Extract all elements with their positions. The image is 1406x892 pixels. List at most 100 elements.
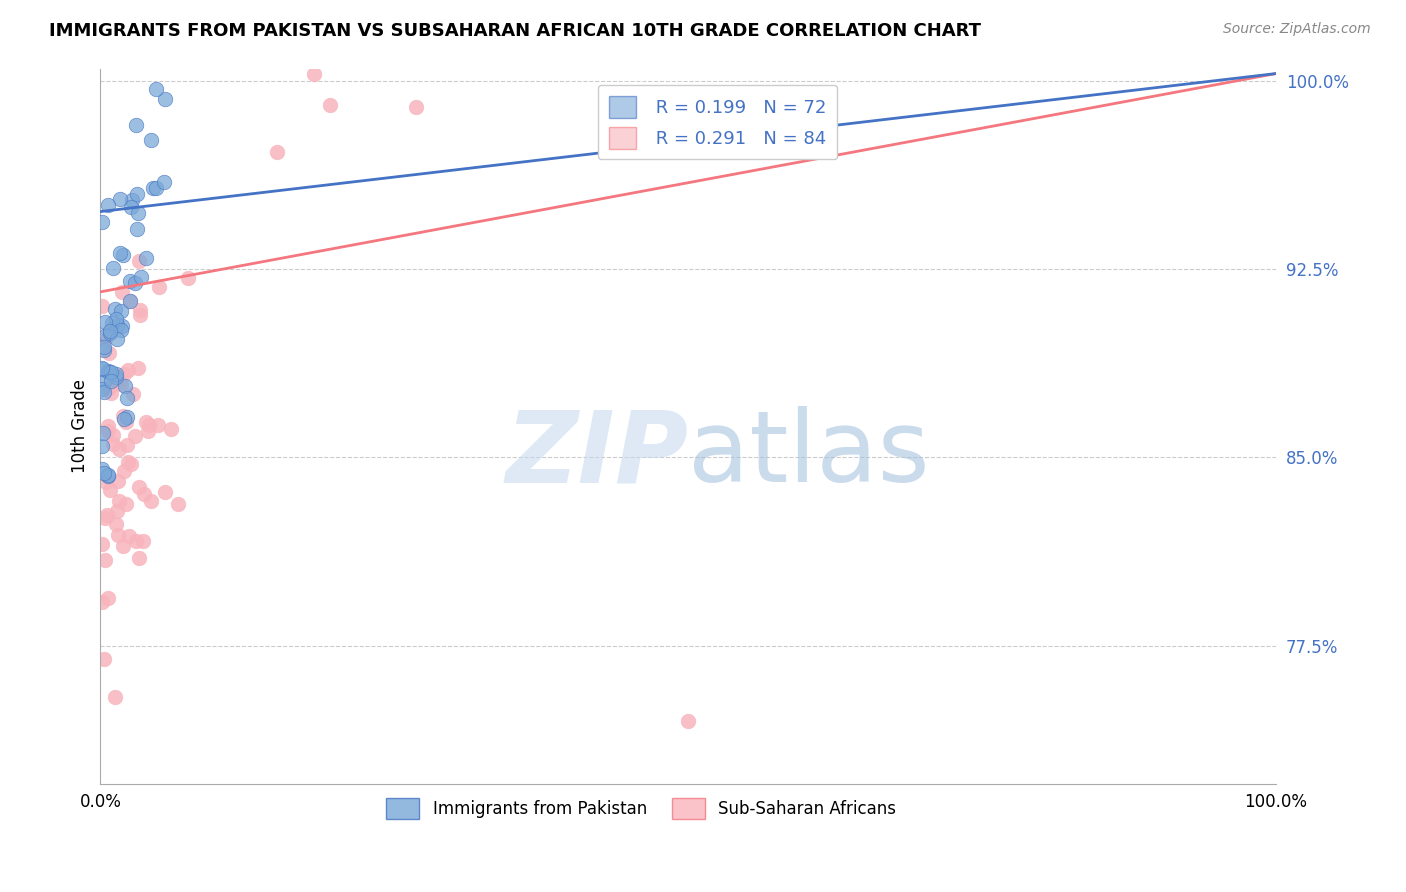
Point [142, 180, 165, 194]
Point [108, 442, 131, 457]
Point [135, 251, 157, 265]
Point [128, 480, 150, 494]
Point [139, 133, 162, 147]
Point [1265, 49, 1288, 63]
Point [94, 332, 117, 346]
Point [110, 192, 132, 206]
Point [98, 326, 121, 341]
Point [90, 382, 112, 396]
Point [201, 49, 224, 63]
Point [112, 412, 135, 426]
Point [124, 276, 146, 290]
Point [120, 457, 142, 471]
Point [135, 415, 157, 429]
Point [97, 419, 120, 434]
Point [94, 315, 117, 329]
Point [262, 49, 284, 63]
Point [166, 497, 188, 511]
Point [97, 364, 120, 378]
Point [97, 365, 120, 379]
Point [110, 304, 132, 318]
Point [93, 343, 115, 357]
Point [120, 293, 142, 308]
Point [145, 181, 167, 195]
Point [475, 49, 498, 63]
Point [104, 301, 127, 316]
Point [100, 385, 122, 400]
Point [104, 312, 127, 326]
Point [207, 49, 229, 63]
Legend: Immigrants from Pakistan, Sub-Saharan Africans: Immigrants from Pakistan, Sub-Saharan Af… [380, 792, 903, 825]
Point [103, 320, 125, 334]
Point [93, 340, 115, 354]
Point [676, 714, 699, 728]
Point [125, 118, 148, 132]
Point [90, 462, 112, 476]
Point [90, 594, 112, 608]
Point [97, 346, 120, 360]
Point [107, 475, 129, 489]
Point [454, 49, 477, 63]
Point [111, 285, 134, 300]
Point [129, 308, 152, 322]
Point [98, 324, 121, 338]
Point [134, 487, 156, 501]
Y-axis label: 10th Grade: 10th Grade [72, 379, 89, 473]
Point [94, 328, 117, 343]
Point [110, 323, 132, 337]
Point [98, 483, 121, 497]
Point [510, 49, 533, 63]
Point [560, 49, 582, 63]
Point [436, 49, 458, 63]
Point [110, 319, 132, 334]
Point [302, 67, 325, 81]
Point [139, 494, 162, 508]
Text: Source: ZipAtlas.com: Source: ZipAtlas.com [1223, 22, 1371, 37]
Point [105, 332, 128, 346]
Point [124, 429, 146, 443]
Point [94, 373, 117, 387]
Point [121, 193, 143, 207]
Point [117, 391, 139, 405]
Point [91, 215, 114, 229]
Point [138, 418, 160, 433]
Point [233, 49, 256, 63]
Point [97, 198, 120, 212]
Point [328, 49, 350, 63]
Point [319, 98, 342, 112]
Point [90, 438, 112, 452]
Point [112, 367, 135, 381]
Point [212, 49, 235, 63]
Point [100, 365, 122, 379]
Point [146, 418, 169, 433]
Point [118, 293, 141, 308]
Point [440, 49, 463, 63]
Point [91, 425, 114, 440]
Point [108, 493, 131, 508]
Point [114, 379, 136, 393]
Point [93, 466, 115, 480]
Point [277, 49, 299, 63]
Point [101, 316, 124, 330]
Point [117, 529, 139, 543]
Point [263, 49, 285, 63]
Point [107, 528, 129, 542]
Point [125, 186, 148, 201]
Point [105, 318, 128, 332]
Point [94, 553, 117, 567]
Point [97, 468, 120, 483]
Point [249, 49, 271, 63]
Point [344, 49, 367, 63]
Point [190, 49, 212, 63]
Point [299, 49, 322, 63]
Point [94, 510, 117, 524]
Point [94, 475, 117, 490]
Point [93, 652, 115, 666]
Point [155, 92, 177, 106]
Point [131, 534, 153, 549]
Point [101, 436, 124, 450]
Point [654, 49, 676, 63]
Point [118, 274, 141, 288]
Point [104, 369, 127, 384]
Point [226, 49, 249, 63]
